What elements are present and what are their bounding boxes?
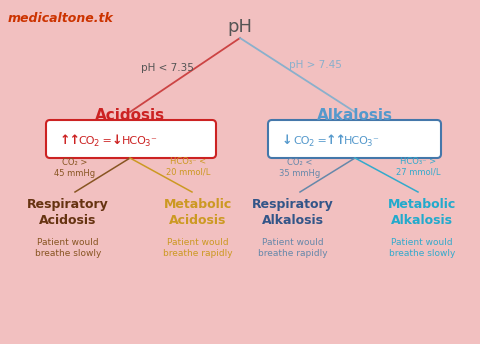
FancyBboxPatch shape — [46, 120, 216, 158]
Text: 3: 3 — [144, 139, 149, 148]
Text: Metabolic
Alkalosis: Metabolic Alkalosis — [388, 198, 456, 227]
Text: ⁻: ⁻ — [372, 136, 378, 146]
Text: HCO₃⁻ >
27 mmol/L: HCO₃⁻ > 27 mmol/L — [396, 157, 440, 177]
Text: Patient would
breathe rapidly: Patient would breathe rapidly — [258, 238, 328, 258]
Text: ↑↑: ↑↑ — [60, 133, 81, 147]
Text: pH > 7.45: pH > 7.45 — [288, 60, 341, 70]
Text: Acidosis: Acidosis — [95, 108, 165, 123]
Text: CO₂ <
35 mmHg: CO₂ < 35 mmHg — [279, 158, 321, 178]
Text: HCO: HCO — [344, 136, 369, 146]
Text: Respiratory
Acidosis: Respiratory Acidosis — [27, 198, 109, 227]
Text: HCO₃⁻ <
20 mmol/L: HCO₃⁻ < 20 mmol/L — [166, 157, 210, 177]
Text: Alkalosis: Alkalosis — [317, 108, 393, 123]
Text: pH: pH — [228, 18, 252, 36]
Text: 2: 2 — [308, 139, 313, 148]
Text: Patient would
breathe slowly: Patient would breathe slowly — [35, 238, 101, 258]
Text: =: = — [99, 136, 115, 146]
Text: =: = — [314, 136, 330, 146]
Text: medicaltone.tk: medicaltone.tk — [8, 12, 114, 25]
Text: Metabolic
Acidosis: Metabolic Acidosis — [164, 198, 232, 227]
Text: CO: CO — [78, 136, 95, 146]
Text: Respiratory
Alkalosis: Respiratory Alkalosis — [252, 198, 334, 227]
Text: pH < 7.35: pH < 7.35 — [141, 63, 193, 73]
Text: ⁻: ⁻ — [150, 136, 156, 146]
Text: CO₂ >
45 mmHg: CO₂ > 45 mmHg — [54, 158, 96, 178]
Text: ↑↑: ↑↑ — [326, 133, 347, 147]
Text: CO: CO — [293, 136, 310, 146]
Text: Patient would
breathe slowly: Patient would breathe slowly — [389, 238, 455, 258]
Text: Patient would
breathe rapidly: Patient would breathe rapidly — [163, 238, 233, 258]
Text: 2: 2 — [93, 139, 98, 148]
Text: ↓: ↓ — [112, 133, 122, 147]
Text: 3: 3 — [366, 139, 372, 148]
FancyBboxPatch shape — [268, 120, 441, 158]
Text: HCO: HCO — [122, 136, 147, 146]
Text: ↓: ↓ — [282, 133, 292, 147]
